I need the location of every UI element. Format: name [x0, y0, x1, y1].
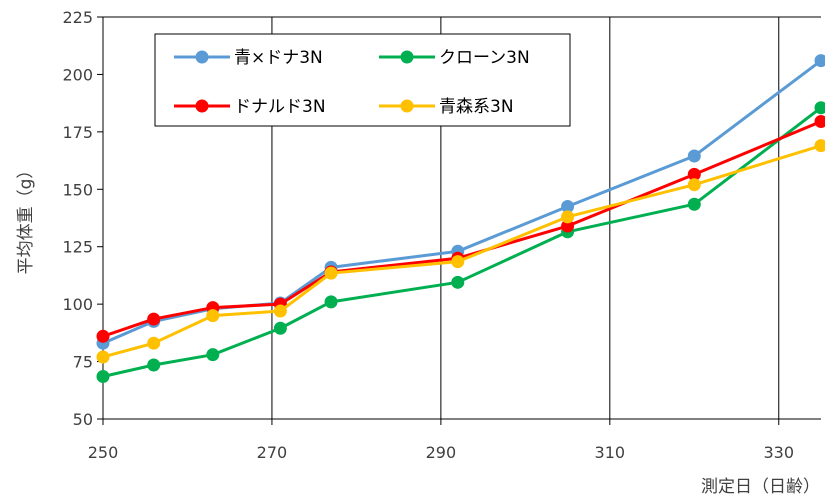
data-point — [96, 350, 110, 364]
legend-marker — [195, 99, 209, 113]
legend-marker — [400, 99, 414, 113]
data-point — [687, 197, 701, 211]
y-tick-label: 225 — [62, 8, 93, 27]
y-axis-title: 平均体重（g） — [16, 162, 36, 275]
y-tick-label: 75 — [73, 353, 93, 372]
x-tick-label: 290 — [426, 443, 457, 462]
x-tick-label: 250 — [88, 443, 119, 462]
data-point — [687, 178, 701, 192]
legend: 青×ドナ3N クローン3N ドナルド3N 青森系3N — [154, 33, 571, 127]
legend-entry: クローン3N — [379, 48, 530, 68]
data-point — [451, 275, 465, 289]
data-point — [561, 210, 575, 224]
data-point — [814, 139, 825, 153]
data-point — [451, 255, 465, 269]
data-point — [273, 321, 287, 335]
x-tick-label: 310 — [595, 443, 626, 462]
legend-entry: 青×ドナ3N — [174, 48, 323, 68]
x-tick-label: 330 — [763, 443, 794, 462]
axes — [97, 16, 821, 425]
data-point — [814, 54, 825, 68]
y-tick-label: 200 — [62, 65, 93, 84]
data-point — [324, 295, 338, 309]
data-point — [96, 329, 110, 343]
x-axis-title: 測定日（日齢） — [701, 477, 820, 497]
series-4 — [96, 139, 825, 364]
legend-entry: ドナルド3N — [174, 97, 326, 117]
data-point — [147, 336, 161, 350]
data-point — [147, 312, 161, 326]
y-tick-label: 175 — [62, 123, 93, 142]
legend-marker — [195, 50, 209, 64]
y-tick-label: 150 — [62, 180, 93, 199]
legend-marker — [400, 50, 414, 64]
legend-entry: 青森系3N — [379, 97, 514, 117]
x-tick-label: 270 — [257, 443, 288, 462]
data-point — [206, 309, 220, 323]
data-point — [147, 358, 161, 372]
data-point — [324, 266, 338, 280]
data-point — [814, 115, 825, 129]
legend-label: クローン3N — [439, 48, 530, 68]
y-tick-label: 125 — [62, 238, 93, 257]
data-point — [561, 200, 575, 214]
data-point — [96, 370, 110, 384]
series-group — [96, 54, 825, 384]
y-tick-label: 50 — [73, 410, 93, 429]
data-point — [273, 304, 287, 318]
data-point — [561, 219, 575, 233]
legend-label: ドナルド3N — [234, 97, 326, 117]
legend-label: 青森系3N — [439, 97, 514, 117]
data-point — [206, 348, 220, 362]
data-point — [687, 149, 701, 163]
data-point — [687, 167, 701, 181]
y-tick-label: 100 — [62, 295, 93, 314]
series-line — [102, 106, 822, 378]
legend-box — [154, 33, 571, 127]
data-point — [814, 101, 825, 115]
tick-labels: 50 75 100 125 150 175 200 225 250 270 290 310 330 — [62, 8, 794, 462]
series-3 — [96, 115, 825, 343]
series-2 — [96, 101, 825, 384]
legend-label: 青×ドナ3N — [234, 48, 323, 68]
